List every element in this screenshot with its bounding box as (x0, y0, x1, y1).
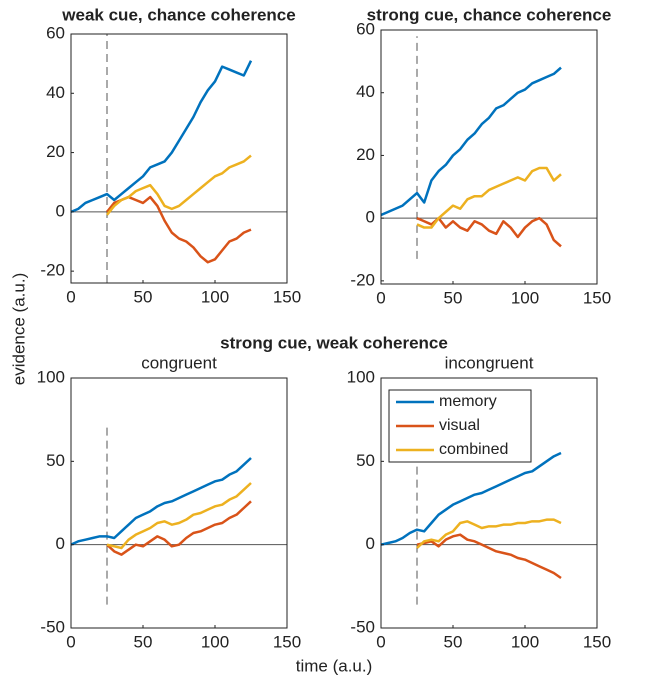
y-tick-label: 50 (46, 451, 65, 470)
series-line (70, 457, 252, 546)
series-line (416, 518, 562, 549)
series-line (106, 482, 252, 550)
y-tick-label: 100 (347, 367, 375, 386)
group-title: strong cue, weak coherence (220, 333, 448, 352)
chart-title: weak cue, chance coherence (61, 5, 295, 24)
x-tick-label: 100 (511, 632, 539, 651)
series-line (70, 60, 253, 214)
y-tick-label: -50 (40, 617, 65, 636)
y-tick-label: 20 (46, 142, 65, 161)
y-tick-label: -20 (40, 261, 65, 280)
plot-area (71, 378, 287, 628)
chart-title: incongruent (445, 353, 534, 372)
legend-label: visual (439, 417, 480, 434)
series-line (416, 216, 562, 248)
series-line (380, 66, 562, 217)
y-tick-label: 50 (356, 451, 375, 470)
series-line (106, 154, 252, 216)
x-tick-label: 150 (273, 632, 301, 651)
x-axis-label: time (a.u.) (296, 656, 373, 675)
x-tick-label: 150 (583, 288, 611, 307)
axes-box (380, 377, 598, 629)
legend-label: combined (439, 441, 508, 458)
series-line (106, 500, 252, 556)
plot-area (71, 34, 287, 283)
axes-box (70, 377, 288, 629)
x-tick-label: 150 (583, 632, 611, 651)
x-tick-label: 50 (444, 632, 463, 651)
chart-title: strong cue, chance coherence (367, 5, 612, 24)
x-tick-label: 0 (66, 287, 75, 306)
axes-box (70, 33, 288, 284)
series-line (380, 451, 562, 546)
series-line (416, 533, 562, 580)
x-tick-label: 50 (134, 632, 153, 651)
y-tick-label: 0 (366, 208, 375, 227)
legend-label: memory (439, 393, 497, 410)
x-tick-label: 100 (201, 632, 229, 651)
y-tick-label: 20 (356, 145, 375, 164)
plot-area (381, 30, 597, 284)
x-tick-label: 0 (376, 632, 385, 651)
series-line (416, 166, 562, 229)
y-tick-label: 0 (56, 534, 65, 553)
x-tick-label: 0 (376, 288, 385, 307)
y-tick-label: 40 (46, 83, 65, 102)
series-line (106, 195, 252, 264)
y-tick-label: -20 (350, 270, 375, 289)
y-tick-label: 60 (356, 19, 375, 38)
y-tick-label: 60 (46, 23, 65, 42)
y-axis-label: evidence (a.u.) (9, 273, 28, 385)
x-tick-label: 100 (201, 287, 229, 306)
x-tick-label: 50 (444, 288, 463, 307)
x-tick-label: 50 (134, 287, 153, 306)
y-tick-label: 0 (56, 201, 65, 220)
x-tick-label: 100 (511, 288, 539, 307)
y-tick-label: 100 (37, 367, 65, 386)
y-tick-label: 0 (366, 534, 375, 553)
axes-box (380, 29, 598, 285)
chart-title: congruent (141, 353, 217, 372)
y-tick-label: 40 (356, 82, 375, 101)
x-tick-label: 0 (66, 632, 75, 651)
x-tick-label: 150 (273, 287, 301, 306)
y-tick-label: -50 (350, 617, 375, 636)
